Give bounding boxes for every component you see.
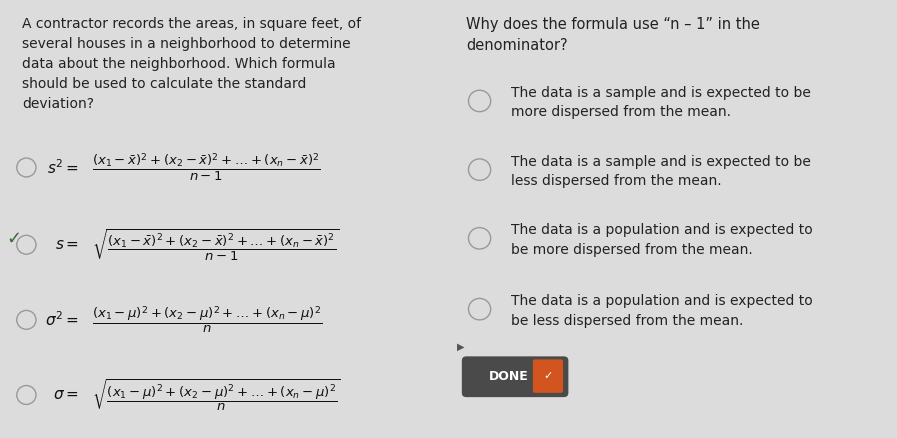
Text: DONE: DONE [489, 370, 528, 383]
Text: $\sigma^2 =$: $\sigma^2 =$ [45, 311, 79, 329]
Text: $\dfrac{(x_1-\bar{x})^2+(x_2-\bar{x})^2+\ldots+(x_n-\bar{x})^2}{n-1}$: $\dfrac{(x_1-\bar{x})^2+(x_2-\bar{x})^2+… [92, 152, 321, 184]
Text: $\dfrac{(x_1-\mu)^2+(x_2-\mu)^2+\ldots+(x_n-\mu)^2}{n}$: $\dfrac{(x_1-\mu)^2+(x_2-\mu)^2+\ldots+(… [92, 304, 323, 335]
Text: $s^2 =$: $s^2 =$ [47, 158, 79, 177]
Text: The data is a population and is expected to
be less dispersed from the mean.: The data is a population and is expected… [510, 294, 813, 328]
Text: ✓: ✓ [6, 230, 22, 248]
FancyBboxPatch shape [462, 357, 569, 397]
Text: ✓: ✓ [544, 371, 553, 381]
Text: Why does the formula use “n – 1” in the
denominator?: Why does the formula use “n – 1” in the … [466, 17, 760, 53]
Text: The data is a sample and is expected to be
less dispersed from the mean.: The data is a sample and is expected to … [510, 155, 811, 188]
Text: $\sqrt{\dfrac{(x_1-\mu)^2+(x_2-\mu)^2+\ldots+(x_n-\mu)^2}{n}}$: $\sqrt{\dfrac{(x_1-\mu)^2+(x_2-\mu)^2+\l… [92, 377, 341, 413]
Text: ▶: ▶ [457, 341, 465, 351]
Text: $\sigma =$: $\sigma =$ [53, 388, 79, 403]
FancyBboxPatch shape [533, 359, 563, 393]
Text: The data is a sample and is expected to be
more dispersed from the mean.: The data is a sample and is expected to … [510, 86, 811, 120]
Text: $s =$: $s =$ [55, 237, 79, 252]
Text: The data is a population and is expected to
be more dispersed from the mean.: The data is a population and is expected… [510, 223, 813, 257]
Text: $\sqrt{\dfrac{(x_1-\bar{x})^2+(x_2-\bar{x})^2+\ldots+(x_n-\bar{x})^2}{n-1}}$: $\sqrt{\dfrac{(x_1-\bar{x})^2+(x_2-\bar{… [92, 227, 339, 263]
Text: A contractor records the areas, in square feet, of
several houses in a neighborh: A contractor records the areas, in squar… [22, 17, 361, 111]
